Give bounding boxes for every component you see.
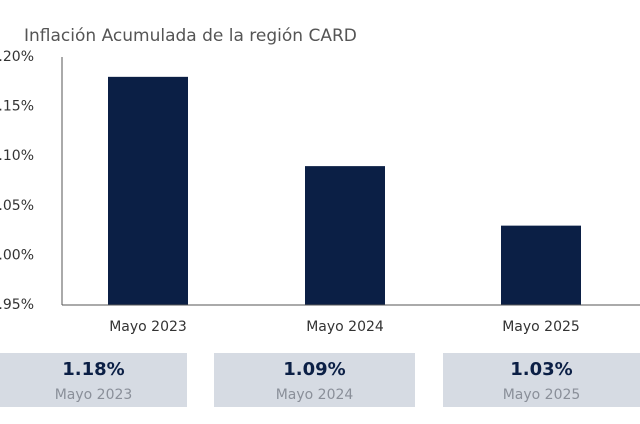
summary-value: 1.03% bbox=[510, 359, 572, 380]
y-tick-label: 1.10% bbox=[0, 148, 34, 164]
y-tick-label: 1.15% bbox=[0, 99, 34, 115]
chart-title: Inflación Acumulada de la región CARD bbox=[24, 26, 357, 46]
summary-category: Mayo 2025 bbox=[503, 387, 581, 403]
summary-value: 1.09% bbox=[283, 359, 345, 380]
summary-value: 1.18% bbox=[62, 359, 124, 380]
summary-box bbox=[214, 353, 415, 407]
y-tick-label: 0.95% bbox=[0, 297, 34, 313]
summary-category: Mayo 2024 bbox=[276, 387, 354, 403]
bar bbox=[108, 76, 188, 305]
y-tick-label: 1.20% bbox=[0, 49, 34, 65]
y-tick-label: 1.05% bbox=[0, 198, 34, 214]
x-tick-label: Mayo 2025 bbox=[502, 319, 580, 335]
bar bbox=[305, 166, 385, 305]
bar bbox=[501, 225, 581, 305]
x-tick-label: Mayo 2023 bbox=[109, 319, 187, 335]
summary-box bbox=[443, 353, 640, 407]
summary-box bbox=[0, 353, 187, 407]
y-tick-label: 1.00% bbox=[0, 247, 34, 263]
x-tick-label: Mayo 2024 bbox=[306, 319, 384, 335]
summary-category: Mayo 2023 bbox=[55, 387, 133, 403]
